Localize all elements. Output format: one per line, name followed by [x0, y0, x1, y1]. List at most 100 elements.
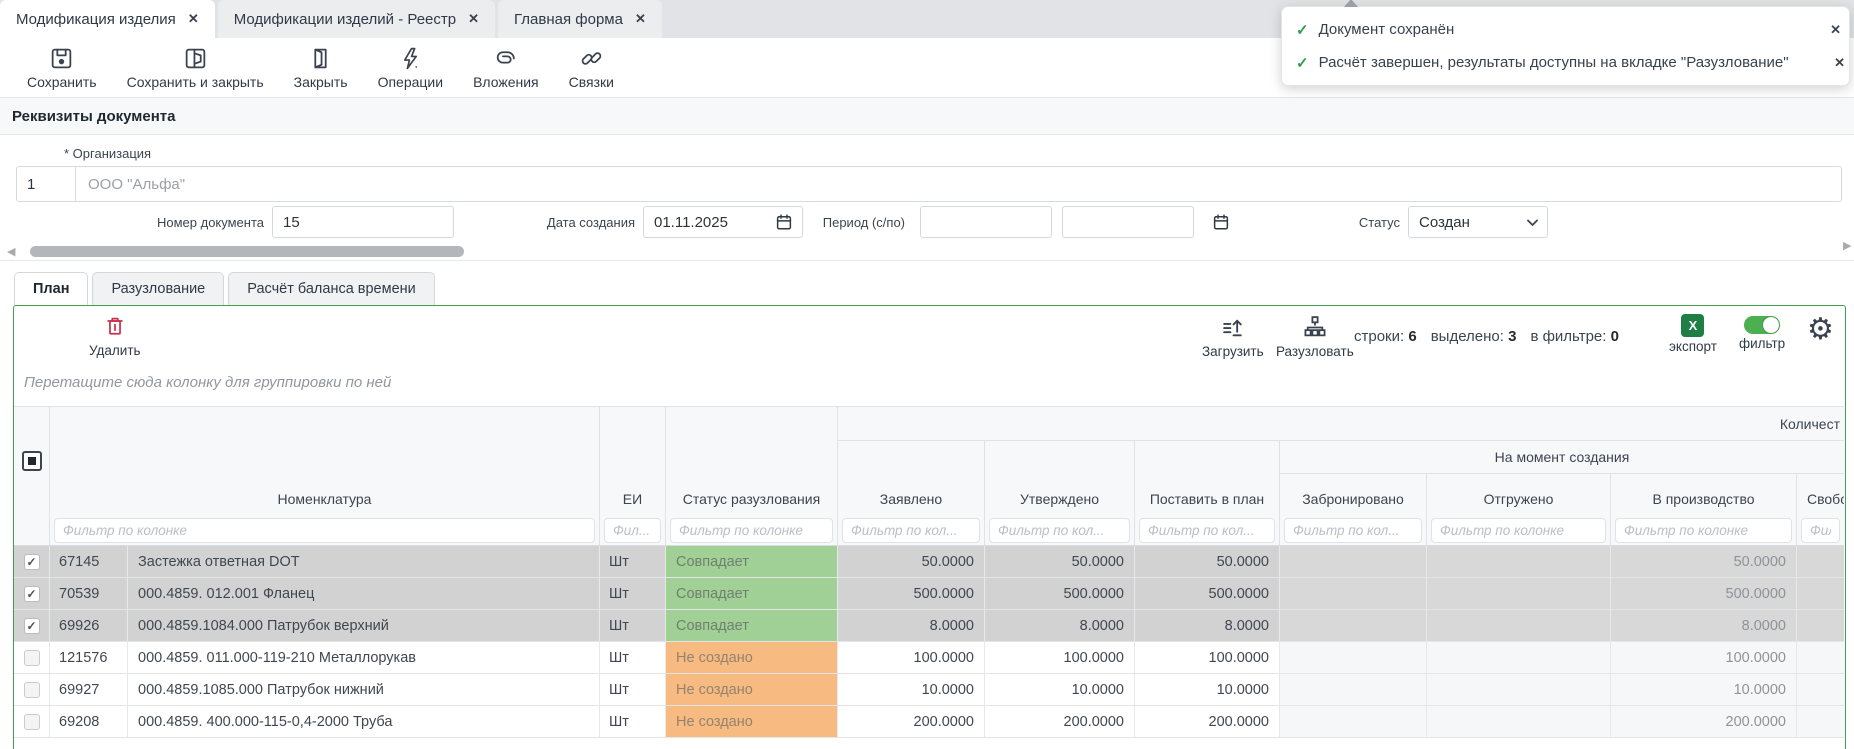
save-button[interactable]: Сохранить	[12, 38, 112, 97]
rows-count: строки: 6	[1354, 328, 1417, 345]
paperclip-icon	[493, 46, 518, 71]
save-icon	[49, 46, 74, 71]
organization-field[interactable]: 1 ООО "Альфа"	[16, 166, 1842, 202]
grid-counters: строки: 6 выделено: 3 в фильтре: 0	[1354, 328, 1619, 345]
filter-input[interactable]	[842, 517, 980, 543]
save-close-label: Сохранить и закрыть	[126, 74, 264, 90]
col-to-plan[interactable]: Поставить в план	[1135, 441, 1280, 515]
col-status[interactable]: Статус разузлования	[666, 407, 838, 515]
data-grid: Номенклатура ЕИ Статус разузлования Коли…	[14, 406, 1844, 738]
close-icon[interactable]: ✕	[1834, 54, 1845, 70]
period-to-input[interactable]	[1062, 206, 1194, 238]
trash-icon	[104, 314, 126, 341]
gear-icon[interactable]: ⚙	[1807, 313, 1834, 346]
period-label: Период (с/по)	[822, 215, 905, 230]
filter-toggle[interactable]: фильтр	[1739, 316, 1785, 351]
nomenclature-cell: 000.4859. 011.000-119-210 Металлорукав	[128, 642, 600, 673]
nomenclature-cell: 000.4859.1084.000 Патрубок верхний	[128, 610, 600, 641]
filter-input[interactable]	[1431, 517, 1606, 543]
filter-input[interactable]	[54, 517, 595, 543]
table-row[interactable]: 69208 000.4859. 400.000-115-0,4-2000 Труб…	[14, 706, 1844, 738]
tab-label: Модификация изделия	[16, 10, 176, 28]
col-approved[interactable]: Утверждено	[985, 441, 1135, 515]
save-and-close-button[interactable]: Сохранить и закрыть	[112, 38, 279, 97]
create-date-input[interactable]	[643, 206, 803, 238]
close-icon[interactable]: ✕	[468, 11, 480, 26]
row-checkbox[interactable]: ✓	[23, 553, 40, 570]
shipped-cell	[1427, 578, 1611, 609]
period-from-input[interactable]	[920, 206, 1052, 238]
horizontal-scrollbar[interactable]	[30, 246, 464, 257]
col-reserved[interactable]: Забронировано	[1280, 474, 1427, 515]
tab-plan[interactable]: План	[14, 272, 89, 305]
to-plan-cell: 8.0000	[1135, 610, 1280, 641]
production-cell: 8.0000	[1611, 610, 1797, 641]
tab-explosion[interactable]: Разузлование	[92, 272, 225, 305]
close-icon[interactable]: ✕	[187, 11, 199, 26]
row-checkbox[interactable]	[23, 649, 40, 666]
calendar-icon[interactable]	[775, 213, 793, 236]
select-all-checkbox[interactable]	[21, 451, 42, 471]
close-icon[interactable]: ✕	[634, 11, 646, 26]
filter-input[interactable]	[604, 517, 661, 543]
row-checkbox[interactable]	[23, 681, 40, 698]
scroll-left-icon[interactable]: ◀	[7, 246, 16, 258]
org-label: * Организация	[64, 146, 152, 161]
row-checkbox[interactable]	[23, 713, 40, 730]
col-unit[interactable]: ЕИ	[600, 407, 666, 515]
table-row[interactable]: 121576 000.4859. 011.000-119-210 Металлор…	[14, 642, 1844, 674]
doc-number-input[interactable]	[272, 206, 454, 238]
tab-registry[interactable]: Модификации изделий - Реестр ✕	[217, 0, 496, 38]
table-row[interactable]: 69927 000.4859.1085.000 Патрубок нижний Шт…	[14, 674, 1844, 706]
check-icon: ✓	[1296, 54, 1309, 72]
col-production[interactable]: В производство	[1611, 474, 1797, 515]
scroll-right-icon[interactable]: ▶	[1843, 240, 1852, 252]
filter-input[interactable]	[1139, 517, 1275, 543]
status-select-value: Создан	[1419, 213, 1470, 231]
requisites-header[interactable]: Реквизиты документа	[0, 97, 1854, 135]
filter-label: фильтр	[1739, 336, 1786, 351]
door-icon	[308, 46, 333, 71]
close-icon[interactable]: ✕	[1830, 21, 1841, 37]
filter-input[interactable]	[989, 517, 1130, 543]
delete-button[interactable]: Удалить	[89, 314, 141, 358]
col-declared[interactable]: Заявлено	[838, 441, 985, 515]
col-free[interactable]: Свобод	[1807, 491, 1844, 507]
production-cell: 10.0000	[1611, 674, 1797, 705]
close-button[interactable]: Закрыть	[279, 38, 363, 97]
save-close-icon	[183, 46, 208, 71]
col-nomenclature[interactable]: Номенклатура	[50, 407, 600, 515]
table-row[interactable]: ✓ 69926 000.4859.1084.000 Патрубок верхний…	[14, 610, 1844, 642]
load-button[interactable]: Загрузить	[1202, 314, 1264, 359]
excel-icon: X	[1681, 314, 1705, 337]
filter-input[interactable]	[1615, 517, 1792, 543]
row-checkbox[interactable]: ✓	[23, 617, 40, 634]
table-row[interactable]: ✓ 67145 Застежка ответная DOT Шт Совпадает 50…	[14, 546, 1844, 578]
status-select[interactable]: Создан	[1408, 206, 1548, 238]
chevron-down-icon	[1527, 219, 1538, 226]
filter-input[interactable]	[670, 517, 833, 543]
filter-input[interactable]	[1284, 517, 1422, 543]
select-all-cell[interactable]	[14, 407, 50, 515]
export-button[interactable]: X экспорт	[1669, 314, 1717, 354]
approved-cell: 10.0000	[985, 674, 1135, 705]
tab-time-balance[interactable]: Расчёт баланса времени	[228, 272, 435, 305]
nomenclature-cell: Застежка ответная DOT	[128, 546, 600, 577]
filter-unit	[600, 515, 666, 545]
explode-button[interactable]: Разузловать	[1276, 314, 1354, 359]
tab-main-form[interactable]: Главная форма ✕	[498, 0, 662, 38]
col-shipped[interactable]: Отгружено	[1427, 474, 1611, 515]
status-cell: Не создано	[666, 674, 838, 705]
free-cell	[1797, 610, 1844, 641]
row-checkbox[interactable]: ✓	[23, 585, 40, 602]
links-button[interactable]: Связки	[554, 38, 629, 97]
calendar-icon[interactable]	[1212, 213, 1230, 236]
free-cell	[1797, 706, 1844, 737]
filter-input[interactable]	[1801, 517, 1840, 543]
attachments-button[interactable]: Вложения	[458, 38, 554, 97]
tab-modification[interactable]: Модификация изделия ✕	[0, 0, 215, 38]
operations-button[interactable]: Операции	[363, 38, 459, 97]
filter-reserved	[1280, 515, 1427, 545]
table-row[interactable]: ✓ 70539 000.4859. 012.001 Фланец Шт Совпадае…	[14, 578, 1844, 610]
